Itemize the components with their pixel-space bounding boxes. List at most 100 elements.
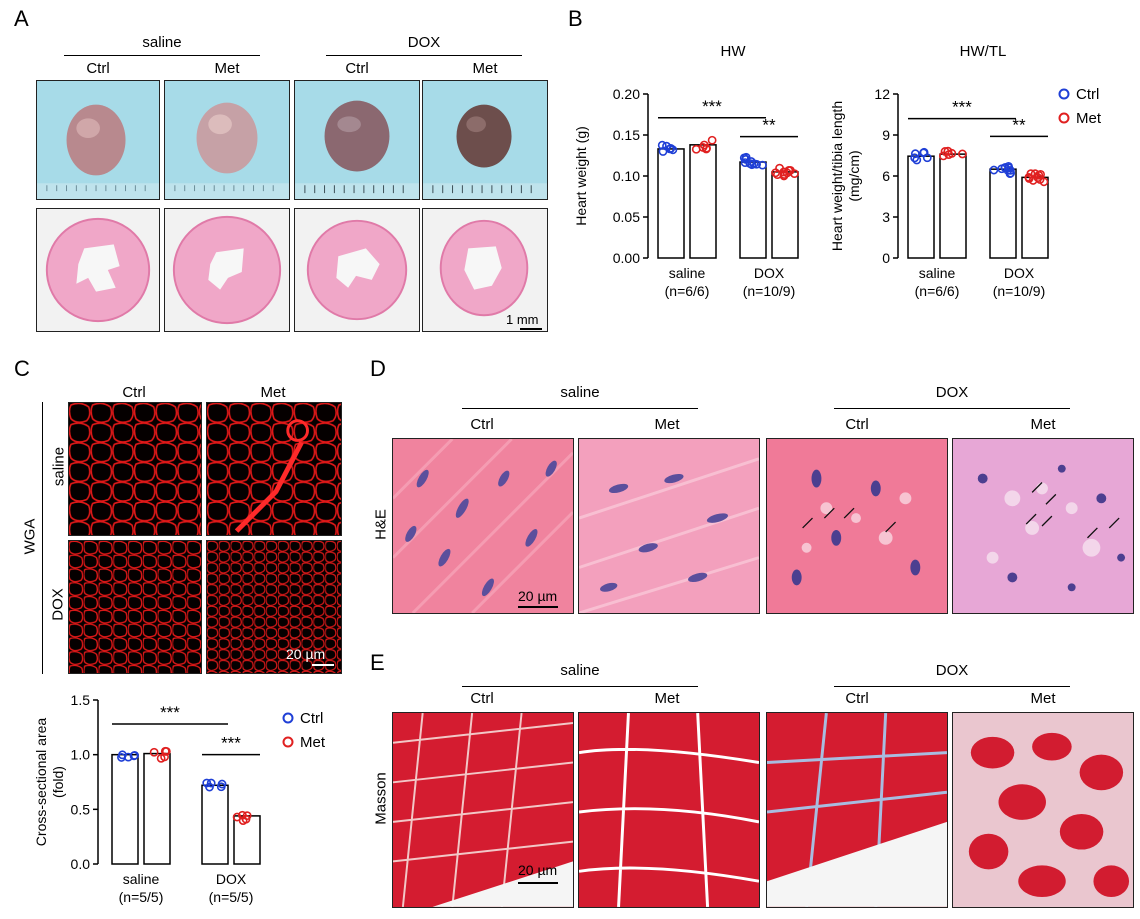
- panel-e-scale-bar: [518, 882, 558, 884]
- panel-a-col-label: Ctrl: [86, 60, 110, 77]
- he-image-dox-ctrl: [766, 438, 948, 614]
- panel-e-col-label: Ctrl: [470, 690, 494, 707]
- bar-dox-ctrl: [201, 784, 229, 865]
- data-point: [771, 168, 780, 178]
- significance-label: ***: [221, 734, 241, 753]
- panel-a-group-dox: DOX: [407, 34, 441, 51]
- x-tick-label: saline: [919, 265, 956, 281]
- masson-image-dox-met: [952, 712, 1134, 908]
- y-tick-label: 9: [882, 127, 890, 143]
- y-tick-label: 0.05: [613, 209, 640, 225]
- x-tick-label-n: (n=5/5): [119, 889, 164, 905]
- panel-d-group-saline-line: [462, 408, 698, 409]
- panel-c-bracket-line: [42, 402, 43, 674]
- legend-marker-ctrl: [282, 712, 294, 724]
- panel-d-col-label: Ctrl: [845, 416, 869, 433]
- x-tick-label: saline: [123, 871, 160, 887]
- x-tick-label: DOX: [754, 265, 785, 281]
- panel-c-col-label: Ctrl: [122, 384, 146, 401]
- data-point: [919, 148, 928, 158]
- panel-d-stain-label: H&E: [372, 509, 390, 540]
- bar-saline-met: [143, 752, 171, 865]
- data-point: [216, 782, 226, 792]
- y-tick-label: 0.0: [71, 856, 91, 872]
- he-image-saline-ctrl: [392, 438, 574, 614]
- significance-label: **: [762, 116, 776, 135]
- data-point: [241, 814, 251, 824]
- y-tick-label: 0.00: [613, 250, 640, 266]
- panel-a-group-dox-line: [326, 55, 522, 56]
- panel-e-col-label: Met: [654, 690, 680, 707]
- heart-section-saline-met: [164, 208, 290, 332]
- panel-d-col-label: Met: [1030, 416, 1056, 433]
- bar-saline-met: [939, 153, 967, 259]
- data-point: [1000, 163, 1010, 172]
- panel-label-b: B: [568, 6, 583, 31]
- panel-e-group-saline: saline: [560, 662, 600, 679]
- x-tick-label-n: (n=10/9): [743, 283, 796, 299]
- masson-image-dox-ctrl: [766, 712, 948, 908]
- chart-hw-tl: HW/TL Heart weight/tibia length (mg/cm) 0 3 6…: [829, 43, 1102, 299]
- he-image-saline-met: [578, 438, 760, 614]
- data-point: [668, 145, 678, 155]
- data-point: [989, 165, 999, 175]
- data-point: [657, 140, 667, 150]
- legend-marker-met: [1058, 112, 1070, 124]
- panel-d-col-label: Met: [654, 416, 680, 433]
- data-point: [790, 169, 799, 179]
- bar-saline-ctrl: [657, 148, 685, 259]
- wga-image-saline-met: [206, 402, 342, 536]
- data-point: [1034, 170, 1044, 180]
- data-point: [745, 159, 755, 168]
- legend-label-met: Met: [1076, 110, 1102, 127]
- chart-heart-weight: HW Heart weight (g) 0.00 0.05 0.10 0.15 0.20 sa…: [573, 43, 799, 299]
- heart-section-saline-ctrl: [36, 208, 160, 332]
- data-point: [939, 151, 948, 161]
- panel-d-group-dox-line: [834, 408, 1070, 409]
- panel-e-col-label: Ctrl: [845, 690, 869, 707]
- data-point: [699, 140, 709, 150]
- data-point: [662, 141, 671, 151]
- significance-label: ***: [160, 703, 180, 722]
- bar-dox-ctrl: [739, 161, 767, 259]
- y-tick-label: 12: [874, 86, 890, 102]
- panel-c-scale-label: 20 µm: [286, 646, 326, 662]
- chart-title: HW/TL: [960, 43, 1007, 60]
- heart-photo-saline-met: [164, 80, 290, 200]
- panel-label-a: A: [14, 6, 29, 31]
- y-axis-label: Cross-sectional area: [33, 718, 49, 847]
- panel-c-col-label: Met: [260, 384, 286, 401]
- heart-photo-dox-met: [422, 80, 548, 200]
- y-tick-label: 0.15: [613, 127, 640, 143]
- data-point: [958, 149, 967, 159]
- significance-label: **: [1012, 115, 1026, 134]
- bar-dox-ctrl: [989, 168, 1017, 259]
- y-tick-label: 0.10: [613, 168, 640, 184]
- data-point: [910, 149, 920, 159]
- y-tick-label: 0: [882, 250, 890, 266]
- y-tick-label: 0.20: [613, 86, 640, 102]
- panel-label-c: C: [14, 356, 30, 381]
- heart-photo-saline-ctrl: [36, 80, 160, 200]
- y-axis-label: Heart weight (g): [573, 126, 589, 226]
- x-tick-label-n: (n=6/6): [915, 283, 960, 299]
- data-point: [1028, 176, 1038, 185]
- heart-section-dox-ctrl: [294, 208, 420, 332]
- bar-dox-met: [771, 171, 799, 259]
- x-tick-label: saline: [669, 265, 706, 281]
- data-point: [118, 750, 127, 760]
- data-point: [149, 747, 159, 757]
- data-point: [206, 778, 216, 788]
- panel-a-col-label: Ctrl: [345, 60, 369, 77]
- masson-image-saline-ctrl: [392, 712, 574, 908]
- legend-label-met: Met: [300, 734, 326, 751]
- panel-e-scale-label: 20 µm: [518, 862, 558, 878]
- significance-label: ***: [702, 97, 722, 116]
- x-tick-label-n: (n=6/6): [665, 283, 710, 299]
- data-point: [160, 746, 170, 756]
- heart-photo-dox-ctrl: [294, 80, 420, 200]
- x-tick-label-n: (n=10/9): [993, 283, 1046, 299]
- panel-d-group-dox: DOX: [935, 384, 969, 401]
- y-axis-label-2: (mg/cm): [846, 150, 862, 201]
- y-tick-label: 1.5: [71, 692, 91, 708]
